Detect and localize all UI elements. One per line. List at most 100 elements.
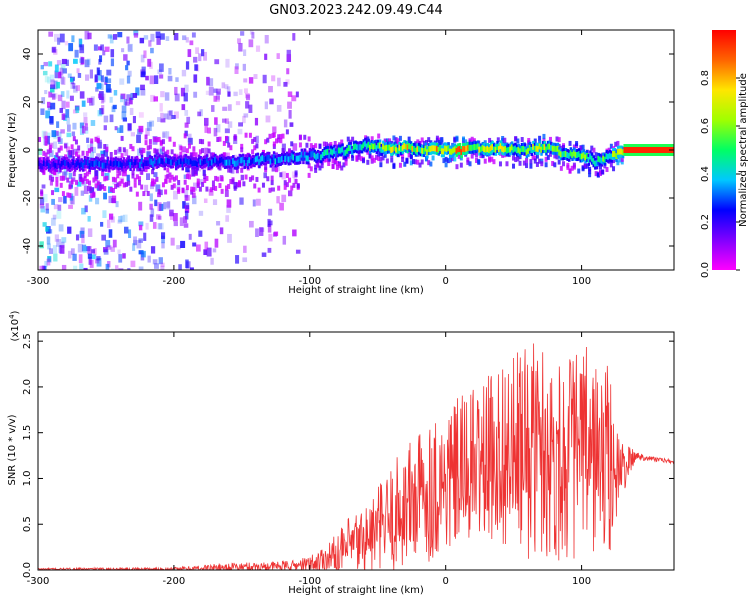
heatmap-cell (614, 141, 618, 147)
heatmap-cell (307, 136, 311, 142)
heatmap-cell (227, 183, 231, 189)
heatmap-cell (654, 153, 657, 156)
heatmap-cell (391, 143, 395, 147)
heatmap-cell (243, 113, 249, 118)
heatmap-cell (97, 110, 103, 117)
heatmap-cell (530, 146, 533, 153)
heatmap-cell (206, 247, 212, 257)
heatmap-cell (155, 165, 158, 169)
heatmap-cell (541, 150, 545, 154)
heatmap-cell (490, 156, 494, 162)
heatmap-cell (476, 143, 480, 150)
heatmap-cell (227, 167, 231, 173)
heatmap-cell (150, 47, 154, 54)
heatmap-cell (188, 159, 191, 166)
heatmap-cell (224, 84, 229, 90)
heatmap-cell (275, 138, 279, 144)
heatmap-cell (284, 161, 287, 165)
heatmap-cell (144, 157, 147, 161)
heatmap-cell (556, 145, 560, 152)
heatmap-cell (251, 32, 255, 39)
heatmap-cell (426, 146, 429, 150)
heatmap-cell (44, 260, 48, 267)
heatmap-cell (101, 184, 105, 190)
heatmap-cell (55, 130, 59, 136)
heatmap-cell (501, 145, 504, 152)
heatmap-cell (45, 203, 49, 211)
heatmap-cell (514, 142, 517, 146)
heatmap-cell (86, 159, 90, 166)
heatmap-cell (54, 234, 59, 242)
heatmap-cell (183, 216, 188, 224)
heatmap-cell (587, 162, 591, 166)
heatmap-cell (138, 112, 144, 118)
heatmap-cell (576, 158, 579, 162)
heatmap-cell (148, 40, 152, 47)
heatmap-cell (440, 154, 444, 158)
heatmap-cell (349, 144, 352, 151)
heatmap-cell (224, 135, 228, 141)
heatmap-cell (46, 157, 49, 161)
heatmap-cell (388, 141, 392, 145)
heatmap-cell (488, 153, 491, 157)
heatmap-cell (298, 161, 302, 165)
heatmap-cell (255, 176, 259, 182)
heatmap-cell (52, 214, 57, 220)
heatmap-cell (579, 159, 582, 163)
heatmap-cell (404, 143, 408, 150)
heatmap-cell (582, 149, 586, 153)
heatmap-cell (61, 175, 65, 181)
heatmap-cell (361, 158, 365, 164)
heatmap-cell (245, 101, 250, 109)
heatmap-cell (155, 159, 158, 166)
heatmap-cell (125, 94, 131, 102)
heatmap-cell (44, 90, 48, 95)
heatmap-cell (41, 160, 44, 164)
heatmap-cell (67, 161, 70, 168)
heatmap-cell (101, 153, 105, 159)
heatmap-cell (150, 156, 154, 160)
heatmap-cell (529, 163, 533, 169)
heatmap-cell (197, 163, 201, 167)
heatmap-cell (253, 145, 257, 151)
heatmap-cell (497, 146, 501, 153)
heatmap-cell (370, 158, 374, 164)
heatmap-cell (594, 157, 597, 161)
heatmap-cell (581, 153, 584, 160)
heatmap-cell (66, 177, 70, 183)
heatmap-cell (160, 265, 165, 270)
heatmap-cell (187, 137, 193, 145)
heatmap-cell (83, 176, 87, 182)
heatmap-cell (116, 157, 119, 161)
heatmap-cell (183, 155, 186, 159)
heatmap-cell (479, 153, 483, 159)
heatmap-cell (163, 158, 167, 162)
heatmap-cell (417, 142, 421, 146)
heatmap-cell (190, 189, 194, 195)
heatmap-cell (83, 185, 89, 194)
heatmap-cell (210, 156, 214, 160)
heatmap-cell (66, 132, 72, 138)
heatmap-cell (450, 154, 454, 158)
heatmap-cell (217, 166, 220, 170)
heatmap-cell (165, 154, 168, 158)
heatmap-cell (287, 101, 292, 109)
heatmap-cell (581, 144, 585, 150)
heatmap-cell (194, 166, 198, 170)
heatmap-cell (515, 153, 519, 157)
heatmap-cell (644, 153, 648, 156)
heatmap-cell (161, 164, 165, 168)
heatmap-cell (79, 39, 83, 47)
heatmap-cell (516, 156, 520, 162)
heatmap-cell (70, 144, 74, 150)
heatmap-cell (185, 37, 189, 43)
heatmap-cell (272, 132, 276, 138)
heatmap-cell (571, 152, 574, 159)
heatmap-cell (47, 76, 51, 84)
heatmap-cell (316, 152, 320, 159)
heatmap-cell (551, 145, 555, 152)
heatmap-cell (193, 56, 198, 63)
heatmap-cell (519, 145, 522, 149)
heatmap-cell (61, 191, 65, 197)
heatmap-cell (566, 152, 569, 159)
